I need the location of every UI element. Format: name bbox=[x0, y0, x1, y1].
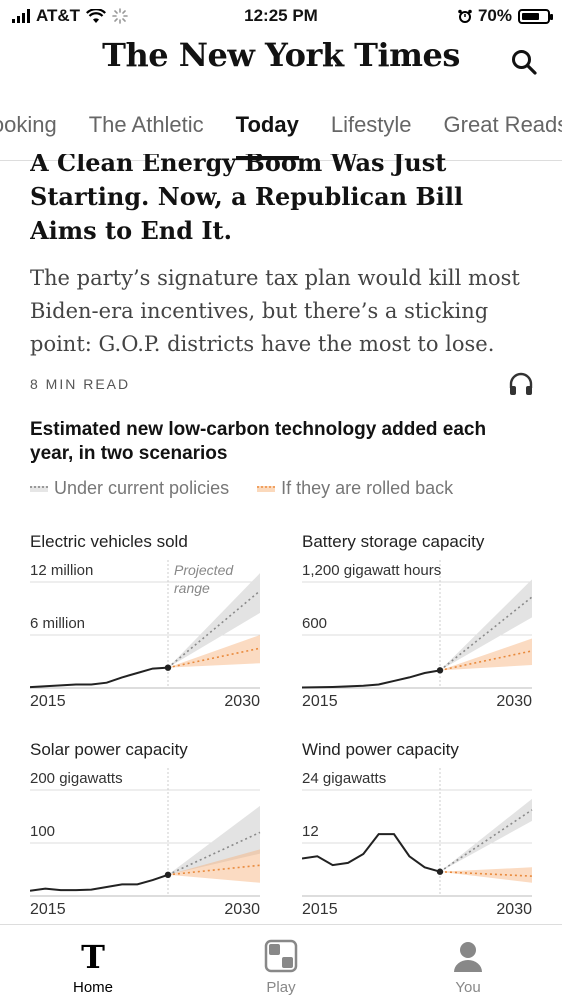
annotation-line-1: Projected bbox=[174, 562, 234, 578]
x-tick-end: 2030 bbox=[224, 693, 260, 710]
x-tick-end: 2030 bbox=[224, 901, 260, 918]
alarm-icon bbox=[458, 9, 472, 23]
x-tick-end: 2030 bbox=[496, 693, 532, 710]
legend-label-current: Under current policies bbox=[54, 478, 230, 498]
legend-label-rolled-back: If they are rolled back bbox=[281, 478, 454, 498]
y-tick-top: 24 gigawatts bbox=[302, 770, 386, 787]
line-rolled-back bbox=[439, 650, 533, 672]
line-rolled-back bbox=[167, 864, 261, 876]
clock: 12:25 PM bbox=[244, 6, 318, 25]
historical-line bbox=[302, 833, 441, 873]
band-rolled-back bbox=[440, 638, 532, 671]
annotation-line-2: range bbox=[174, 580, 210, 596]
search-icon[interactable] bbox=[510, 48, 538, 76]
headline-text[interactable]: A Clean Energy Boom Was Just Starting. N… bbox=[30, 154, 464, 245]
nav-home[interactable]: T Home bbox=[33, 933, 153, 996]
panel-title: Battery storage capacity bbox=[302, 532, 485, 551]
y-tick-top: 1,200 gigawatt hours bbox=[302, 562, 441, 579]
x-tick-start: 2015 bbox=[30, 693, 66, 710]
legend-swatch-rolled-back bbox=[257, 485, 276, 492]
svg-text:T: T bbox=[81, 939, 105, 973]
current-point bbox=[436, 868, 444, 875]
section-tabs: Cooking The Athletic Today Lifestyle Great R… bbox=[0, 108, 562, 161]
nav-play-label: Play bbox=[266, 979, 296, 996]
legend-item-current: Under current policies bbox=[30, 478, 229, 499]
legend-item-rolled-back: If they are rolled back bbox=[257, 478, 453, 499]
band-rolled-back bbox=[168, 635, 260, 668]
read-time: 8 MIN READ bbox=[30, 376, 131, 392]
status-bar: AT&T 12:25 PM 70% bbox=[0, 0, 562, 32]
carrier-group: AT&T bbox=[12, 6, 128, 26]
band-current bbox=[168, 573, 260, 668]
y-tick-mid: 6 million bbox=[30, 615, 85, 632]
nyt-logo-icon: T bbox=[76, 938, 110, 976]
wifi-icon bbox=[86, 8, 107, 23]
nav-home-label: Home bbox=[72, 979, 113, 996]
legend-swatch-current bbox=[30, 485, 48, 492]
y-tick-mid: 100 bbox=[30, 823, 55, 840]
person-icon bbox=[451, 939, 485, 973]
y-tick-mid: 600 bbox=[302, 615, 327, 632]
chart-svg: 1,200 gigawatt hours 600 2015 2030 bbox=[302, 560, 533, 710]
band-rolled-back bbox=[168, 849, 260, 883]
band-current bbox=[440, 798, 532, 872]
panel-title: Solar power capacity bbox=[30, 740, 188, 759]
x-tick-start: 2015 bbox=[302, 901, 338, 918]
nav-you-label: You bbox=[455, 979, 481, 996]
x-tick-start: 2015 bbox=[302, 693, 338, 710]
y-tick-top: 12 million bbox=[30, 562, 93, 579]
games-grid-icon bbox=[264, 939, 298, 973]
headphones-icon[interactable] bbox=[508, 372, 534, 396]
historical-line bbox=[30, 873, 169, 892]
battery-fill bbox=[522, 12, 539, 20]
article-headline[interactable]: A Clean Energy Boom Was Just Starting. N… bbox=[30, 154, 530, 254]
battery-icon bbox=[518, 8, 553, 24]
signal-icon bbox=[12, 9, 30, 23]
chart-title: Estimated new low-carbon technology adde… bbox=[30, 419, 487, 464]
panel-title: Electric vehicles sold bbox=[30, 532, 188, 551]
historical-line bbox=[302, 669, 441, 689]
y-tick-mid: 12 bbox=[302, 823, 319, 840]
current-point bbox=[164, 664, 172, 671]
x-tick-end: 2030 bbox=[496, 901, 532, 918]
current-point bbox=[164, 871, 172, 878]
x-tick-start: 2015 bbox=[30, 901, 66, 918]
line-rolled-back bbox=[167, 647, 261, 669]
carrier-label: AT&T bbox=[36, 6, 81, 25]
nav-you[interactable]: You bbox=[408, 933, 528, 996]
tab-row: Cooking The Athletic Today Lifestyle Great R… bbox=[0, 112, 562, 160]
bottom-nav: T Home Play You bbox=[0, 924, 562, 1001]
article-summary[interactable]: The party’s signature tax plan would kil… bbox=[30, 266, 520, 356]
tab-great-reads[interactable]: Great Reads bbox=[443, 112, 562, 137]
chart-legend: Under current policies If they are rolle… bbox=[30, 478, 453, 499]
line-current bbox=[167, 831, 261, 876]
chart-svg: 24 gigawatts 12 2015 2030 bbox=[302, 768, 533, 918]
chart-svg: 12 million 6 million 2015 2030 Projected rang… bbox=[30, 560, 261, 710]
loading-spinner-icon bbox=[112, 8, 128, 24]
historical-line bbox=[30, 666, 169, 689]
line-rolled-back bbox=[439, 870, 533, 877]
tab-cooking[interactable]: Cooking bbox=[0, 112, 57, 137]
band-rolled-back bbox=[440, 867, 532, 883]
current-point bbox=[436, 667, 444, 674]
masthead-logo: The New York Times bbox=[102, 36, 460, 74]
chart-svg: 200 gigawatts 100 2015 2030 bbox=[30, 768, 261, 918]
battery-percent: 70% bbox=[477, 6, 512, 25]
panel-title: Wind power capacity bbox=[302, 740, 459, 759]
tab-today[interactable]: Today bbox=[220, 112, 315, 160]
line-current bbox=[439, 809, 533, 873]
status-right-group: 70% bbox=[458, 6, 553, 26]
tab-the-athletic[interactable]: The Athletic bbox=[88, 112, 204, 137]
band-current bbox=[440, 579, 532, 671]
nav-play[interactable]: Play bbox=[221, 933, 341, 996]
y-tick-top: 200 gigawatts bbox=[30, 770, 123, 787]
tab-lifestyle[interactable]: Lifestyle bbox=[330, 112, 412, 137]
